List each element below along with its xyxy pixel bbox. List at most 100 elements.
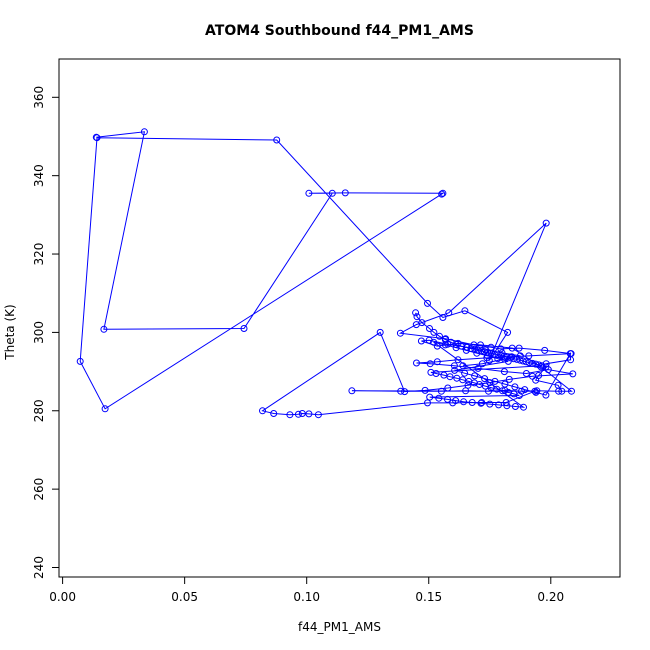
data-point [421, 386, 429, 394]
data-point [507, 354, 514, 362]
data-point [468, 399, 476, 406]
data-point [426, 360, 434, 368]
data-point [444, 395, 451, 403]
data-point [515, 344, 523, 352]
data-point [286, 411, 294, 419]
x-tick-label: 0.15 [415, 590, 442, 604]
x-axis-label: f44_PM1_AMS [298, 620, 381, 634]
data-point [433, 358, 441, 366]
data-point [467, 345, 475, 352]
data-point [441, 336, 449, 343]
data-point [401, 388, 409, 396]
data-point [537, 363, 545, 371]
data-point [522, 370, 530, 377]
x-tick-label: 0.00 [49, 590, 76, 604]
y-axis-label: Theta (K) [3, 304, 17, 360]
data-point [436, 332, 443, 340]
data-point [490, 350, 498, 358]
data-point [445, 309, 453, 317]
data-point [424, 299, 431, 307]
data-point [542, 391, 550, 399]
data-point [568, 387, 575, 395]
data-point [542, 219, 550, 227]
x-tick-label: 0.10 [293, 590, 320, 604]
data-point [511, 403, 519, 410]
data-point [413, 313, 421, 321]
y-tick-label: 340 [32, 164, 46, 187]
data-point [494, 355, 502, 363]
data-point [461, 307, 469, 315]
data-point [101, 405, 109, 413]
data-point [484, 348, 492, 356]
data-point [450, 362, 458, 370]
data-point [535, 361, 543, 369]
data-point [478, 360, 486, 368]
data-point [397, 387, 405, 395]
data-point [486, 379, 494, 387]
data-point [417, 337, 425, 345]
chart-title: ATOM4 Southbound f44_PM1_AMS [205, 23, 474, 39]
data-point [478, 399, 486, 406]
data-point [433, 342, 441, 350]
data-point [491, 377, 499, 385]
data-point [477, 399, 485, 407]
y-axis: 240 260 280 300 320 340 360 [32, 86, 60, 579]
data-point [305, 410, 313, 418]
data-point [426, 393, 434, 401]
data-point [294, 410, 302, 418]
data-point [503, 402, 511, 410]
data-point [502, 399, 510, 406]
data-point [462, 387, 470, 395]
data-point [273, 136, 281, 144]
data-point [452, 344, 460, 352]
data-point [461, 369, 469, 377]
data-point [500, 352, 508, 360]
y-tick-label: 360 [32, 86, 46, 109]
data-point [140, 128, 148, 136]
data-point [532, 376, 540, 384]
data-point [495, 401, 503, 409]
data-point [100, 325, 108, 333]
data-point [473, 349, 481, 357]
data-point [474, 364, 482, 372]
data-point [554, 381, 562, 389]
data-point [439, 189, 447, 197]
data-point [435, 394, 443, 402]
data-point [298, 410, 306, 417]
data-point [511, 383, 519, 391]
y-tick-label: 320 [32, 243, 46, 266]
data-point [538, 362, 546, 370]
data-point [348, 387, 356, 395]
data-point [471, 372, 479, 380]
data-point [508, 344, 516, 352]
data-point [425, 336, 433, 344]
data-point [430, 328, 438, 336]
data-point [427, 368, 435, 376]
data-point [413, 359, 420, 367]
data-point [93, 134, 101, 142]
data-point [515, 392, 523, 399]
data-point [567, 356, 575, 364]
data-point [240, 325, 248, 332]
data-point [481, 375, 489, 383]
data-point [451, 366, 459, 374]
data-point [474, 346, 482, 354]
data-point [444, 384, 452, 392]
data-point [314, 411, 322, 419]
data-point [541, 346, 549, 354]
data-point [521, 386, 529, 394]
x-axis: 0.00 0.05 0.10 0.15 0.20 [49, 576, 564, 604]
data-point [418, 319, 426, 327]
data-point [558, 387, 566, 395]
data-point [454, 356, 462, 364]
data-point [520, 403, 527, 411]
data-point [463, 343, 471, 351]
data-point [376, 328, 384, 336]
data-point [432, 370, 440, 377]
y-tick-label: 280 [32, 399, 46, 422]
data-point [441, 341, 449, 349]
data-point [438, 190, 446, 198]
data-point [500, 368, 508, 376]
series-points [76, 128, 577, 419]
